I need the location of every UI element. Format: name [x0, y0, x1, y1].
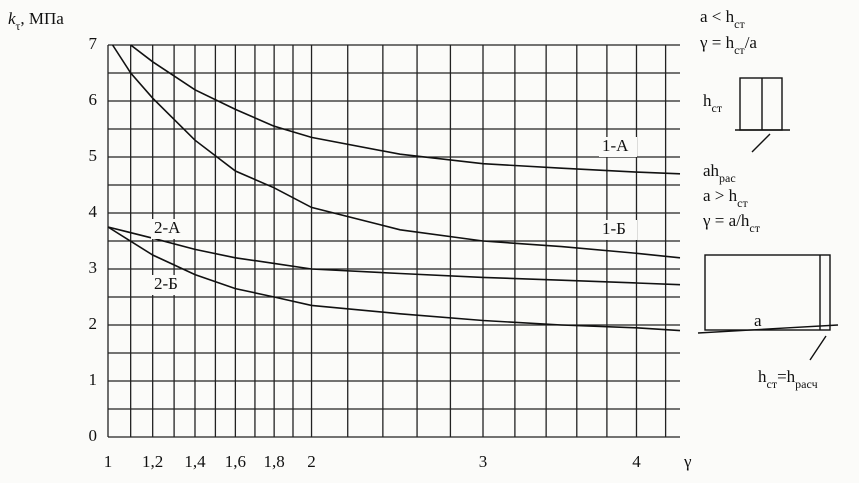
wall-box [739, 77, 783, 131]
dim-line [697, 324, 839, 334]
x-tick-label: 1,2 [142, 452, 163, 471]
text-part: a < h [700, 7, 735, 26]
y-tick-label: 3 [89, 258, 98, 277]
text-part: a > h [703, 186, 738, 205]
label-bg [599, 137, 637, 157]
diagram-label: γ = hст/a [699, 33, 757, 57]
subscript: ст [712, 101, 723, 115]
subscript: рас [719, 171, 736, 185]
label-bg [599, 220, 637, 240]
text-part: k [8, 9, 16, 28]
diagram-label: hст [703, 91, 723, 115]
curve [107, 226, 681, 332]
y-tick-label: 7 [89, 34, 98, 53]
series-label: 2-А [154, 218, 181, 237]
label-bg [151, 219, 189, 239]
text-part: h [758, 367, 767, 386]
diagram-label: hст=hрасч [758, 367, 818, 391]
y-tick-label: 0 [89, 426, 98, 445]
text-part: h [703, 91, 712, 110]
diagram-label: ahрас [703, 161, 736, 185]
curve [107, 226, 681, 286]
subscript: ст [749, 221, 760, 235]
arrow [809, 335, 827, 361]
curve [130, 44, 681, 175]
diagram-label: γ = a/hст [702, 211, 761, 235]
diagram-label: a [754, 311, 762, 330]
text-part: =h [777, 367, 796, 386]
x-tick-label: 1 [104, 452, 113, 471]
subscript: расч [795, 377, 817, 391]
subscript: τ [16, 19, 21, 33]
diagram-shapes [697, 77, 839, 361]
subscript: ст [767, 377, 778, 391]
subscript: ст [734, 17, 745, 31]
subscript: ст [737, 196, 748, 210]
x-tick-label: 1,6 [225, 452, 246, 471]
x-tick-label: 4 [632, 452, 641, 471]
text-part: , МПа [20, 9, 64, 28]
curve [111, 44, 681, 259]
text-part: γ = a/h [702, 211, 750, 230]
x-tick-label: 3 [479, 452, 488, 471]
subscript: ст [734, 43, 745, 57]
text-part: γ = h [699, 33, 735, 52]
y-tick-label: 5 [89, 146, 98, 165]
diagram-label: a < hст [700, 7, 745, 31]
series-label: 1-Б [602, 219, 626, 238]
label-bg [151, 275, 189, 295]
series-label: 2-Б [154, 274, 178, 293]
x-tick-label: 1,4 [184, 452, 206, 471]
x-tick-label: 1,8 [264, 452, 285, 471]
y-axis-label: kτ, МПа [8, 9, 64, 33]
diagram-label: a > hст [703, 186, 748, 210]
y-tick-label: 6 [89, 90, 98, 109]
y-tick-label: 4 [89, 202, 98, 221]
y-tick-label: 2 [89, 314, 98, 333]
y-tick-label: 1 [89, 370, 98, 389]
slab-box [704, 254, 831, 331]
text-part: ah [703, 161, 720, 180]
text-part: /a [745, 33, 758, 52]
x-axis-label: γ [683, 452, 692, 471]
x-tick-label: 2 [307, 452, 316, 471]
series-label: 1-А [602, 136, 629, 155]
arrow [751, 133, 771, 153]
text-part: a [754, 311, 762, 330]
